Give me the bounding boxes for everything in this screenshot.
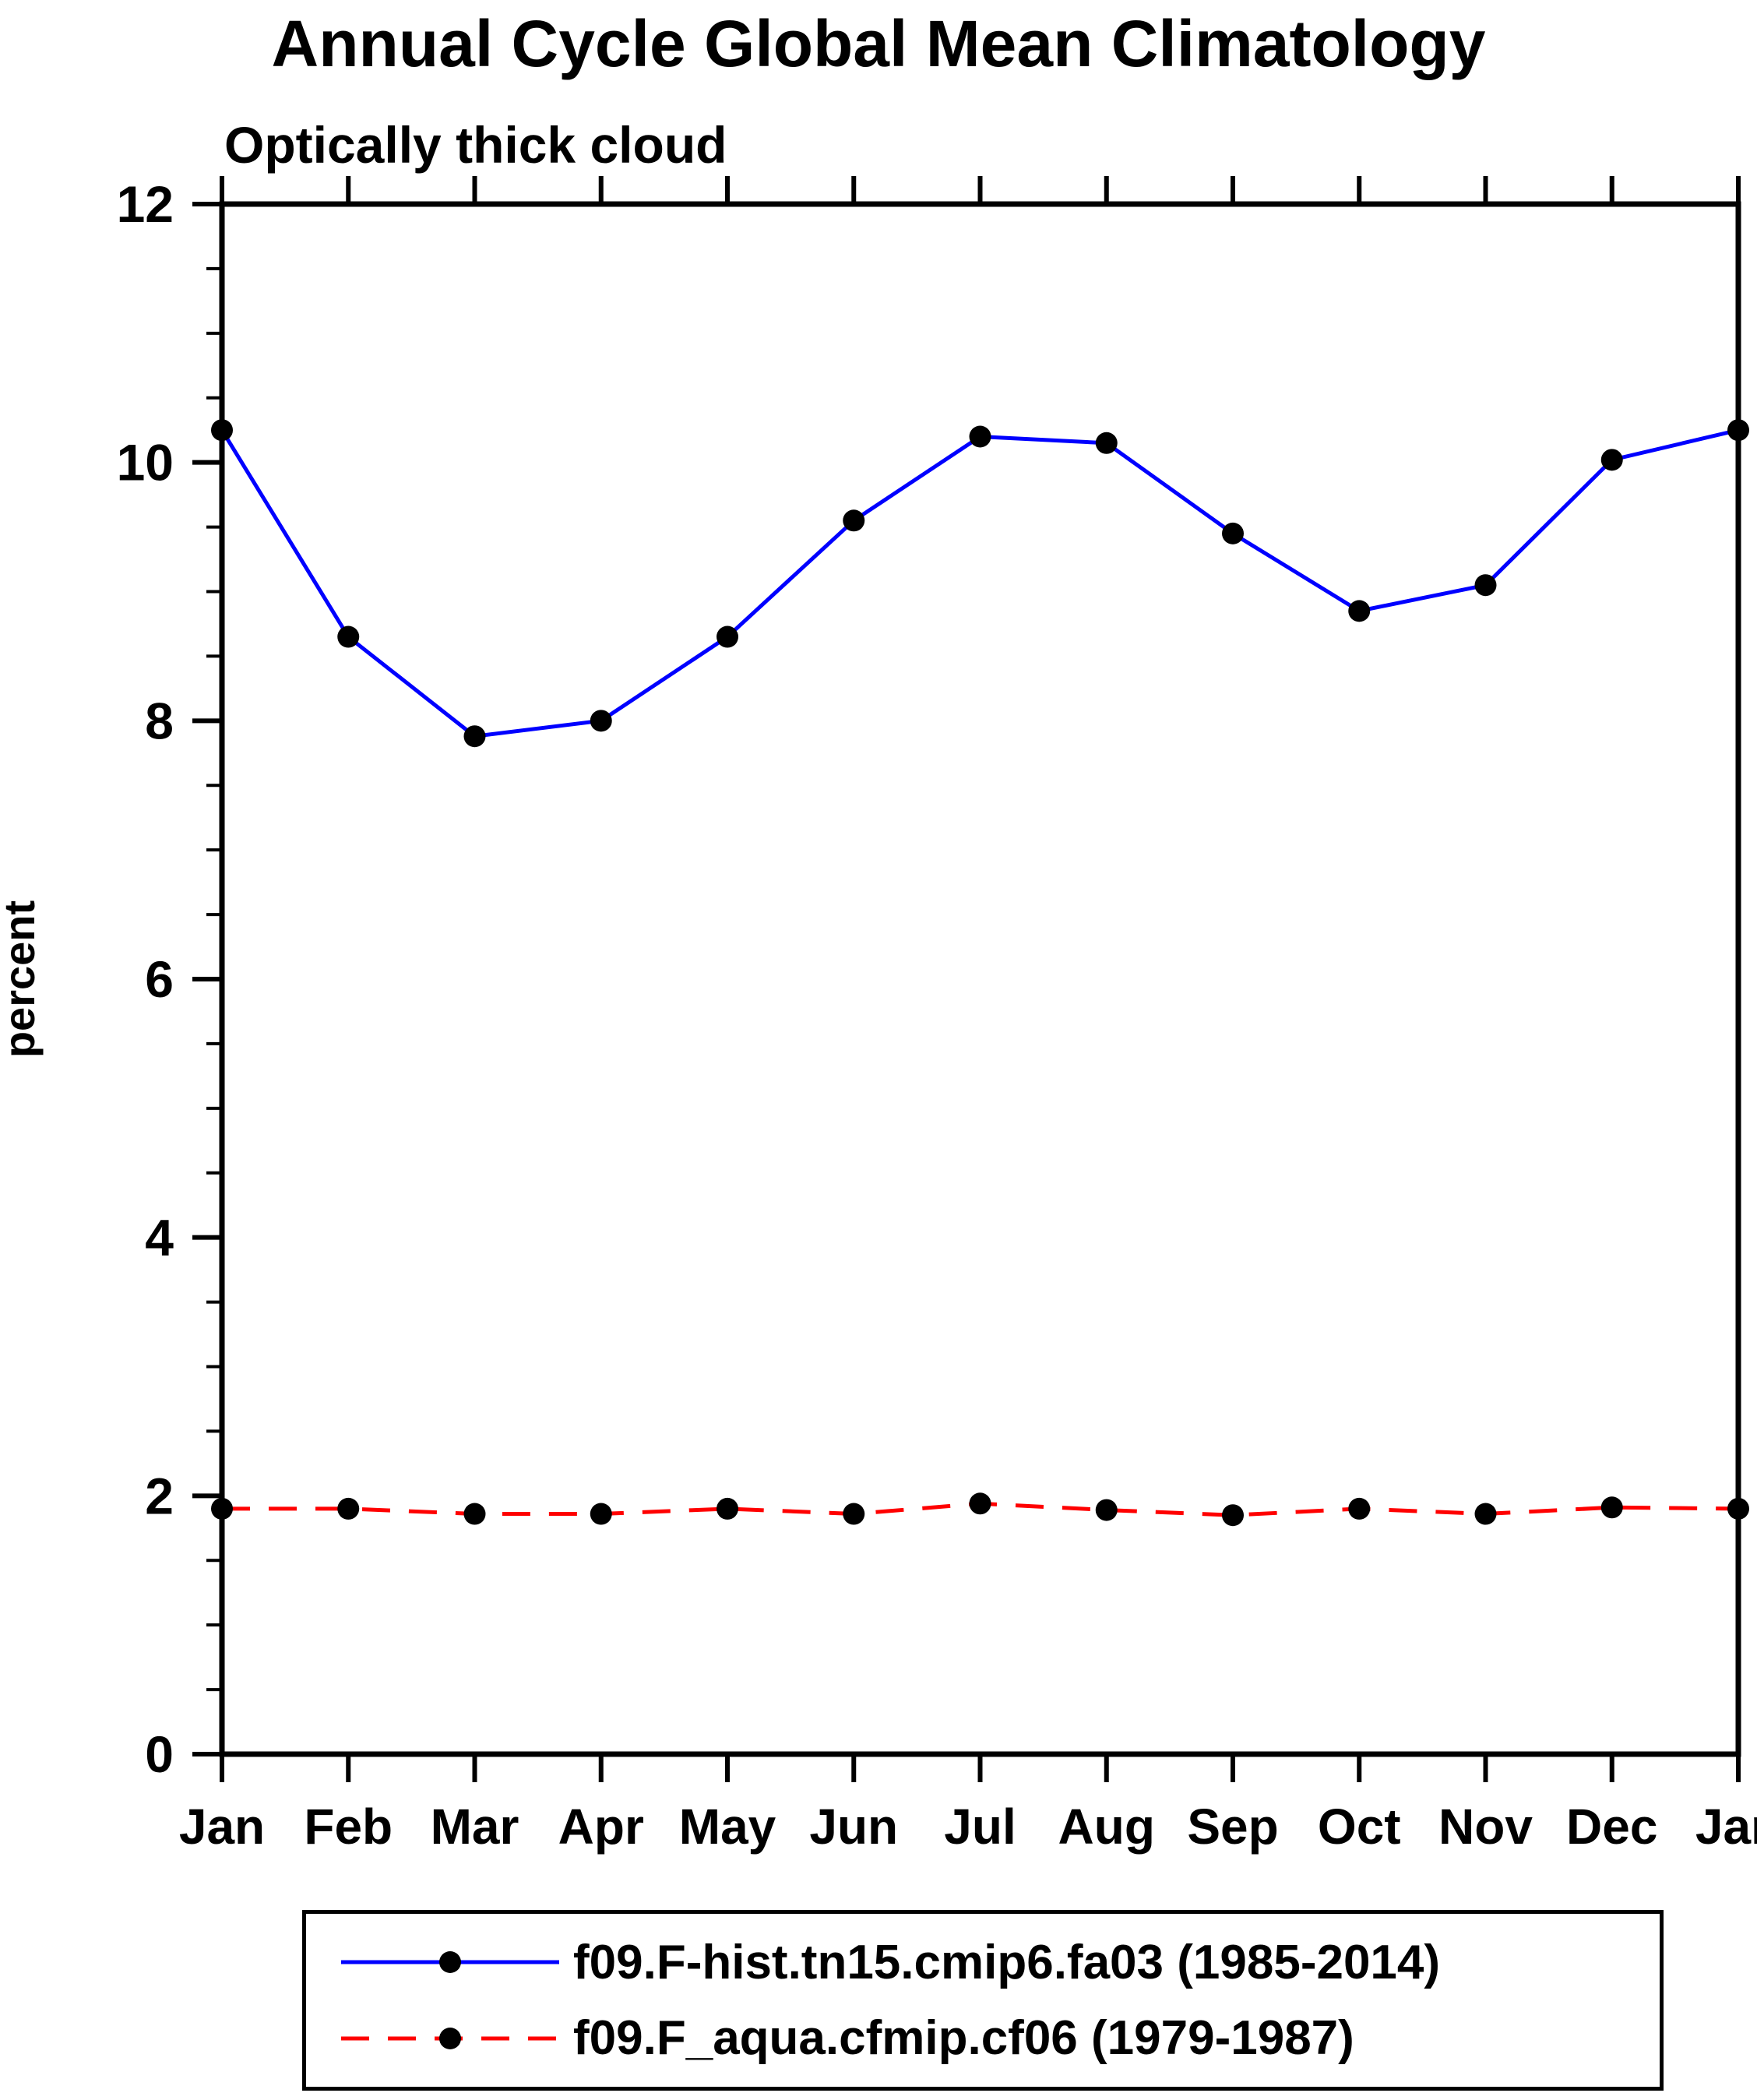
data-point bbox=[337, 625, 360, 648]
data-point bbox=[1095, 432, 1118, 454]
x-tick-label: Jul bbox=[944, 1799, 1016, 1855]
y-axis-tick-labels: 0 2 4 6 8 10 12 bbox=[117, 175, 174, 1783]
series-line-1 bbox=[220, 428, 1739, 738]
series-markers-2 bbox=[211, 1492, 1749, 1527]
legend-row-series2: f09.F_aqua.cfmip.cf06 (1979-1987) bbox=[341, 2010, 1660, 2066]
data-point bbox=[1348, 1497, 1371, 1520]
data-point bbox=[463, 1503, 486, 1525]
chart-title: Annual Cycle Global Mean Climatology bbox=[271, 7, 1486, 80]
x-axis-ticks bbox=[220, 176, 1741, 1782]
data-point bbox=[969, 425, 991, 448]
legend-label-series2: f09.F_aqua.cfmip.cf06 (1979-1987) bbox=[573, 2011, 1354, 2066]
chart-subtitle: Optically thick cloud bbox=[224, 116, 727, 174]
x-tick-label: Dec bbox=[1566, 1799, 1657, 1855]
x-tick-label: Nov bbox=[1438, 1799, 1533, 1855]
x-tick-label: Oct bbox=[1318, 1799, 1401, 1855]
legend-label-series1: f09.F-hist.tn15.cmip6.fa03 (1985-2014) bbox=[573, 1935, 1441, 1989]
y-axis-ticks bbox=[192, 202, 222, 1756]
legend-marker-icon bbox=[439, 1951, 461, 1974]
data-point bbox=[1222, 1504, 1244, 1527]
x-tick-label: Jun bbox=[809, 1799, 898, 1855]
data-point bbox=[1600, 1496, 1623, 1519]
y-tick-label: 0 bbox=[145, 1725, 174, 1783]
data-point bbox=[211, 1497, 233, 1520]
y-tick-label: 4 bbox=[145, 1209, 174, 1267]
data-point bbox=[969, 1492, 991, 1515]
x-tick-label: Jan bbox=[1695, 1799, 1757, 1855]
legend-marker-icon bbox=[439, 2027, 461, 2049]
x-tick-label: Jan bbox=[179, 1799, 265, 1855]
data-point bbox=[1474, 574, 1497, 597]
legend-row-series1: f09.F-hist.tn15.cmip6.fa03 (1985-2014) bbox=[341, 1935, 1660, 1990]
y-tick-label: 8 bbox=[145, 692, 174, 749]
data-point bbox=[717, 625, 738, 648]
data-point bbox=[1727, 419, 1749, 442]
x-tick-label: Apr bbox=[558, 1799, 644, 1855]
x-tick-label: Sep bbox=[1187, 1799, 1278, 1855]
data-point bbox=[1095, 1499, 1118, 1521]
data-point bbox=[1348, 600, 1371, 622]
data-point bbox=[1600, 449, 1623, 471]
data-point bbox=[843, 509, 865, 532]
x-tick-label: Feb bbox=[304, 1799, 393, 1855]
data-point bbox=[843, 1503, 865, 1525]
data-point bbox=[211, 419, 233, 442]
data-point bbox=[1474, 1503, 1497, 1525]
x-tick-label: May bbox=[679, 1799, 776, 1855]
data-point bbox=[1727, 1497, 1749, 1520]
data-point bbox=[590, 1503, 612, 1525]
data-point bbox=[463, 725, 486, 748]
y-tick-label: 6 bbox=[145, 950, 174, 1008]
data-point bbox=[590, 710, 612, 732]
x-tick-label: Aug bbox=[1058, 1799, 1155, 1855]
y-tick-label: 12 bbox=[117, 175, 174, 233]
x-axis-tick-labels: Jan Feb Mar Apr May Jun Jul Aug Sep Oct Nov Dec Jan bbox=[179, 1799, 1757, 1855]
y-tick-label: 2 bbox=[145, 1467, 174, 1524]
legend-line-sample-solid bbox=[341, 1951, 559, 1974]
series-markers-1 bbox=[211, 419, 1749, 748]
x-tick-label: Mar bbox=[431, 1799, 519, 1855]
data-point bbox=[1222, 522, 1244, 544]
legend-box: f09.F-hist.tn15.cmip6.fa03 (1985-2014) f… bbox=[302, 1910, 1664, 2091]
legend-line-sample-dashed bbox=[341, 2027, 559, 2049]
data-point bbox=[717, 1497, 738, 1520]
y-tick-label: 10 bbox=[117, 434, 174, 492]
data-point bbox=[337, 1497, 360, 1520]
